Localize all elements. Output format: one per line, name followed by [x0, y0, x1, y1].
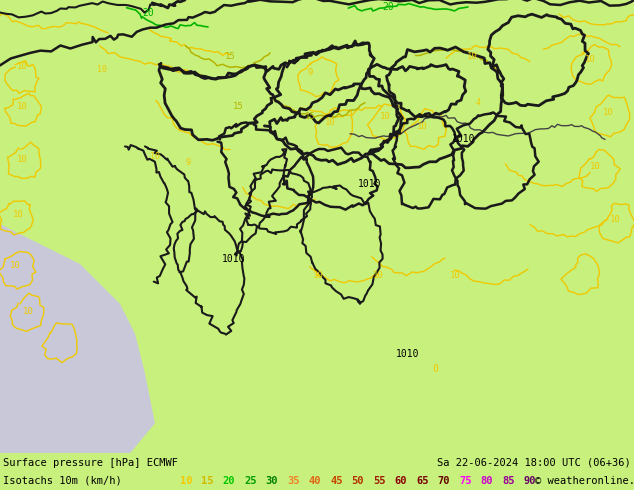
Text: 80: 80 — [481, 476, 493, 486]
Polygon shape — [0, 224, 155, 453]
Text: 20: 20 — [382, 2, 394, 12]
Text: 20: 20 — [142, 8, 154, 18]
Text: 10: 10 — [23, 307, 34, 317]
Text: © weatheronline.co.uk weatheronline.co.uk: © weatheronline.co.uk weatheronline.co.u… — [535, 476, 634, 486]
Text: 15: 15 — [224, 52, 235, 61]
Text: 9: 9 — [186, 158, 190, 167]
Text: 10: 10 — [603, 108, 613, 117]
Text: 35: 35 — [287, 476, 300, 486]
Text: 15: 15 — [233, 102, 243, 111]
Text: 45: 45 — [330, 476, 343, 486]
Text: 9: 9 — [307, 68, 313, 77]
Text: 15: 15 — [304, 112, 315, 121]
Text: 1010: 1010 — [222, 254, 245, 264]
Text: Surface pressure [hPa] ECMWF: Surface pressure [hPa] ECMWF — [3, 458, 178, 467]
Text: 10: 10 — [97, 65, 107, 74]
Text: Isotachs 10m (km/h): Isotachs 10m (km/h) — [3, 476, 122, 486]
Text: 10: 10 — [16, 155, 27, 164]
Text: 75: 75 — [459, 476, 472, 486]
Text: 30: 30 — [266, 476, 278, 486]
Text: 90: 90 — [524, 476, 536, 486]
Text: 10: 10 — [150, 152, 160, 161]
Text: 25: 25 — [244, 476, 257, 486]
Text: 0: 0 — [432, 364, 438, 373]
Text: 10: 10 — [610, 215, 621, 223]
Text: 10: 10 — [590, 162, 600, 171]
Text: 1010: 1010 — [396, 348, 420, 359]
Text: 10: 10 — [585, 55, 595, 64]
Text: 65: 65 — [417, 476, 429, 486]
Text: 10: 10 — [313, 271, 323, 280]
Text: 15: 15 — [201, 476, 214, 486]
Text: 40: 40 — [309, 476, 321, 486]
Polygon shape — [20, 343, 110, 423]
Text: 10: 10 — [325, 118, 335, 127]
Text: 10: 10 — [380, 112, 391, 121]
Text: 10: 10 — [13, 210, 23, 219]
Text: 10: 10 — [16, 62, 27, 71]
Text: 70: 70 — [437, 476, 450, 486]
Text: 50: 50 — [352, 476, 365, 486]
Text: 4: 4 — [476, 98, 481, 107]
Text: 10: 10 — [467, 52, 477, 61]
Text: 1010: 1010 — [358, 179, 382, 189]
Text: 20: 20 — [223, 476, 235, 486]
Text: 10: 10 — [10, 262, 20, 270]
Text: 60: 60 — [395, 476, 407, 486]
Text: 10: 10 — [16, 102, 27, 111]
Text: 10: 10 — [450, 271, 460, 280]
Text: 1010: 1010 — [452, 134, 476, 145]
Text: 85: 85 — [502, 476, 515, 486]
Text: 10: 10 — [417, 122, 427, 131]
Text: 10: 10 — [180, 476, 192, 486]
Text: 10: 10 — [373, 271, 384, 280]
Text: 55: 55 — [373, 476, 385, 486]
Text: Sa 22-06-2024 18:00 UTC (06+36): Sa 22-06-2024 18:00 UTC (06+36) — [437, 458, 631, 467]
